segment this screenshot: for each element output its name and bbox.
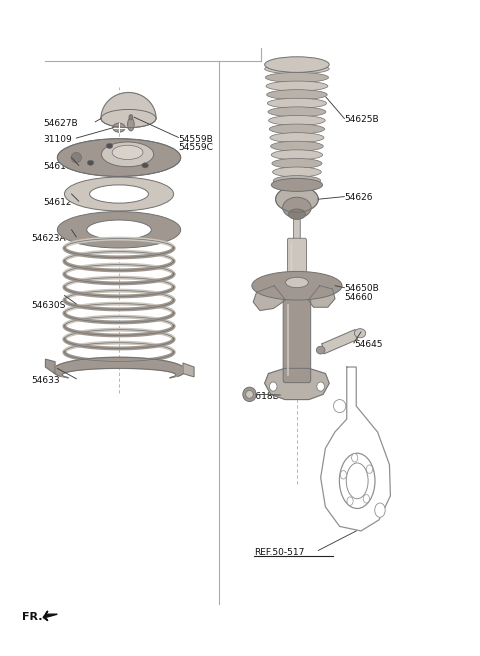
Ellipse shape xyxy=(269,382,277,391)
Ellipse shape xyxy=(268,107,326,117)
Ellipse shape xyxy=(269,115,325,125)
Text: REF.50-517: REF.50-517 xyxy=(254,548,305,557)
Ellipse shape xyxy=(339,453,375,508)
Text: 54612: 54612 xyxy=(43,198,72,207)
Ellipse shape xyxy=(276,186,318,213)
Polygon shape xyxy=(101,92,156,119)
Polygon shape xyxy=(43,611,57,621)
Ellipse shape xyxy=(273,176,321,186)
Ellipse shape xyxy=(264,57,329,72)
Ellipse shape xyxy=(71,152,82,163)
Ellipse shape xyxy=(266,81,328,91)
Ellipse shape xyxy=(265,72,328,83)
Ellipse shape xyxy=(90,185,148,203)
Text: 54559C: 54559C xyxy=(179,143,213,152)
Ellipse shape xyxy=(57,138,180,176)
Text: 54645: 54645 xyxy=(354,340,383,349)
Ellipse shape xyxy=(271,150,323,160)
Ellipse shape xyxy=(334,400,346,413)
Ellipse shape xyxy=(269,124,324,134)
Ellipse shape xyxy=(64,177,174,211)
Polygon shape xyxy=(183,363,194,377)
Ellipse shape xyxy=(87,220,151,239)
Ellipse shape xyxy=(113,123,125,133)
Text: 31109: 31109 xyxy=(43,135,72,144)
Ellipse shape xyxy=(106,143,113,148)
Ellipse shape xyxy=(128,118,134,131)
Ellipse shape xyxy=(57,212,180,248)
Ellipse shape xyxy=(272,159,322,169)
Text: 54626: 54626 xyxy=(344,194,373,203)
Text: FR.: FR. xyxy=(22,613,42,623)
Ellipse shape xyxy=(283,197,311,218)
Ellipse shape xyxy=(340,470,347,479)
Ellipse shape xyxy=(366,465,372,474)
Text: 54625B: 54625B xyxy=(344,115,379,125)
Ellipse shape xyxy=(246,390,253,398)
FancyBboxPatch shape xyxy=(283,297,311,382)
Polygon shape xyxy=(308,286,335,307)
Ellipse shape xyxy=(273,167,321,177)
Text: 54633: 54633 xyxy=(31,375,60,384)
Ellipse shape xyxy=(347,497,353,505)
Ellipse shape xyxy=(363,495,370,503)
FancyBboxPatch shape xyxy=(288,238,306,285)
Ellipse shape xyxy=(317,382,324,391)
Ellipse shape xyxy=(129,115,133,120)
Ellipse shape xyxy=(112,145,143,159)
Ellipse shape xyxy=(101,110,156,128)
Ellipse shape xyxy=(252,272,342,300)
Ellipse shape xyxy=(316,346,325,354)
Ellipse shape xyxy=(288,209,305,219)
Ellipse shape xyxy=(264,64,329,74)
Polygon shape xyxy=(322,329,358,354)
Text: 62618B: 62618B xyxy=(245,392,279,401)
Ellipse shape xyxy=(270,133,324,142)
Ellipse shape xyxy=(267,90,327,100)
Ellipse shape xyxy=(286,277,308,288)
Text: 54630S: 54630S xyxy=(31,300,66,310)
Ellipse shape xyxy=(352,453,358,462)
Text: 54627B: 54627B xyxy=(43,119,78,128)
Ellipse shape xyxy=(271,178,323,192)
Ellipse shape xyxy=(87,160,94,165)
Ellipse shape xyxy=(375,503,385,518)
Ellipse shape xyxy=(267,98,326,108)
Ellipse shape xyxy=(354,329,366,338)
FancyBboxPatch shape xyxy=(294,213,300,241)
Polygon shape xyxy=(53,358,185,378)
Polygon shape xyxy=(264,368,329,400)
Polygon shape xyxy=(253,286,286,310)
Text: 54610: 54610 xyxy=(43,162,72,171)
Text: 54623A: 54623A xyxy=(31,234,66,243)
Ellipse shape xyxy=(101,142,154,167)
Text: 54660: 54660 xyxy=(344,293,373,302)
Text: 54559B: 54559B xyxy=(179,135,213,144)
Text: 54650B: 54650B xyxy=(344,285,379,293)
Ellipse shape xyxy=(243,387,256,401)
Ellipse shape xyxy=(271,141,324,152)
Polygon shape xyxy=(46,359,55,373)
Ellipse shape xyxy=(142,163,148,168)
Ellipse shape xyxy=(346,463,368,499)
